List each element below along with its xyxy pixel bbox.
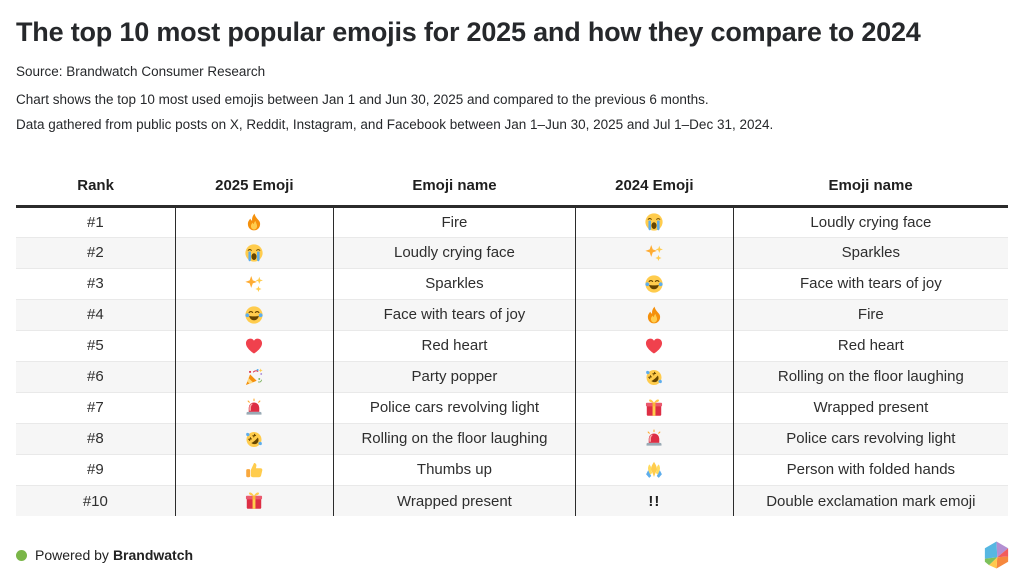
emoji-2025-name-cell: Rolling on the floor laughing xyxy=(332,422,576,455)
police-light-icon xyxy=(244,398,264,418)
rank-cell: #4 xyxy=(16,298,176,331)
police-light-icon xyxy=(644,429,664,449)
column-header-rank: Rank xyxy=(16,170,176,208)
table-row: #1 Fire Loudly crying face xyxy=(16,206,1008,238)
rank-cell: #1 xyxy=(87,213,104,231)
emoji-2025-name-cell: Thumbs up xyxy=(332,453,576,486)
double-exclamation-icon: !! xyxy=(648,492,661,510)
face-with-tears-of-joy-icon xyxy=(644,274,664,294)
emoji-2024-cell xyxy=(574,298,734,331)
emoji-2024-cell xyxy=(574,453,734,486)
sparkles-icon xyxy=(244,274,264,294)
emoji-2024-cell: !! xyxy=(574,484,734,517)
emoji-2025-cell xyxy=(174,267,334,300)
rolling-on-the-floor-laughing-icon xyxy=(644,367,664,387)
thumbs-up-icon xyxy=(244,460,264,480)
rank-cell: #9 xyxy=(16,453,176,486)
page-title: The top 10 most popular emojis for 2025 … xyxy=(16,17,921,47)
loudly-crying-face-icon xyxy=(244,243,264,263)
emoji-2025-name-cell: Wrapped present xyxy=(332,484,576,517)
column-header-2024-emoji: 2024 Emoji xyxy=(575,170,734,208)
face-with-tears-of-joy-icon xyxy=(244,305,264,325)
emoji-2025-name-cell: Sparkles xyxy=(332,267,576,300)
emoji-ranking-table: Rank 2025 Emoji Emoji name 2024 Emoji Em… xyxy=(16,170,1008,517)
emoji-2025-name-cell: Loudly crying face xyxy=(332,236,576,269)
footer: Powered by Brandwatch xyxy=(16,540,1010,570)
emoji-2025-name-cell: Police cars revolving light xyxy=(332,391,576,424)
emoji-2024-name-cell: Sparkles xyxy=(732,236,1008,269)
emoji-2025-cell xyxy=(174,422,334,455)
party-popper-icon xyxy=(244,367,264,387)
emoji-2024-name-cell: Red heart xyxy=(732,329,1008,362)
emoji-2024-name-cell: Double exclamation mark emoji xyxy=(732,484,1008,517)
table-row: #9 Thumbs up Person with folded hands xyxy=(16,453,1008,486)
emoji-2024-cell xyxy=(574,236,734,269)
loudly-crying-face-icon xyxy=(644,212,664,232)
emoji-table-body: #1 Fire Loudly crying face #2 Loudly crying … xyxy=(16,206,1008,517)
red-heart-icon xyxy=(244,336,264,356)
table-row: #6 Party popper Rolling on the floor laugh… xyxy=(16,360,1008,393)
emoji-2024-name-cell: Face with tears of joy xyxy=(732,267,1008,300)
emoji-2025-cell xyxy=(174,298,334,331)
powered-by-label: Powered by xyxy=(35,547,109,563)
emoji-2025-cell xyxy=(174,453,334,486)
emoji-2024-name-cell: Person with folded hands xyxy=(732,453,1008,486)
column-header-2025-emoji: 2025 Emoji xyxy=(175,170,334,208)
table-row: #3 Sparkles Face with tears of joy xyxy=(16,267,1008,300)
table-row: #4 Face with tears of joy Fire xyxy=(16,298,1008,331)
rank-cell: #3 xyxy=(16,267,176,300)
table-row: #5 Red heart Red heart xyxy=(16,329,1008,362)
emoji-2025-cell xyxy=(174,484,334,517)
rank-cell: #2 xyxy=(16,236,176,269)
emoji-2025-name-cell: Party popper xyxy=(332,360,576,393)
emoji-2024-cell xyxy=(574,422,734,455)
emoji-2024-name-cell: Wrapped present xyxy=(732,391,1008,424)
emoji-2024-cell xyxy=(574,360,734,393)
sparkles-icon xyxy=(644,243,664,263)
emoji-2024-name-cell: Loudly crying face xyxy=(732,206,1008,238)
description-line-2: Data gathered from public posts on X, Re… xyxy=(16,117,774,133)
rank-cell: #7 xyxy=(16,391,176,424)
emoji-2025-name-cell: Face with tears of joy xyxy=(332,298,576,331)
rank-cell: #8 xyxy=(16,422,176,455)
rank-cell: #6 xyxy=(16,360,176,393)
emoji-2025-name-cell: Fire xyxy=(332,206,576,238)
table-row: #8 Rolling on the floor laughing Police ca… xyxy=(16,422,1008,455)
emoji-2025-cell xyxy=(174,329,334,362)
emoji-2025-cell xyxy=(174,236,334,269)
column-header-emoji-name-2025: Emoji name xyxy=(333,170,576,208)
rolling-on-the-floor-laughing-icon xyxy=(244,429,264,449)
table-row: #10 Wrapped present!! Double exclamation m… xyxy=(16,484,1008,517)
emoji-2025-name-cell: Red heart xyxy=(332,329,576,362)
source-line: Source: Brandwatch Consumer Research xyxy=(16,64,266,80)
column-header-emoji-name-2024: Emoji name xyxy=(733,170,1008,208)
brandwatch-dot-icon xyxy=(16,549,27,561)
rank-cell: #5 xyxy=(16,329,176,362)
red-heart-icon xyxy=(644,336,664,356)
table-header-row: Rank 2025 Emoji Emoji name 2024 Emoji Em… xyxy=(16,170,1008,208)
infogram-logo-icon[interactable] xyxy=(983,540,1010,570)
emoji-2025-cell xyxy=(174,206,334,238)
wrapped-present-icon xyxy=(644,398,664,418)
emoji-2024-cell xyxy=(574,391,734,424)
emoji-2024-name-cell: Police cars revolving light xyxy=(732,422,1008,455)
emoji-2025-cell xyxy=(174,391,334,424)
wrapped-present-icon xyxy=(244,491,264,511)
emoji-2024-cell xyxy=(574,206,734,238)
fire-icon xyxy=(244,212,264,232)
rank-cell: #10 xyxy=(16,484,176,517)
folded-hands-icon xyxy=(644,460,664,480)
emoji-2024-cell xyxy=(574,329,734,362)
emoji-2024-name-cell: Rolling on the floor laughing xyxy=(732,360,1008,393)
emoji-2025-cell xyxy=(174,360,334,393)
table-row: #2 Loudly crying face Sparkles xyxy=(16,236,1008,269)
emoji-2024-cell xyxy=(574,267,734,300)
emoji-2024-name-cell: Fire xyxy=(732,298,1008,331)
fire-icon xyxy=(644,305,664,325)
brandwatch-link[interactable]: Brandwatch xyxy=(112,547,194,563)
table-row: #7 Police cars revolving light Wrapped pre… xyxy=(16,391,1008,424)
description-line-1: Chart shows the top 10 most used emojis … xyxy=(16,91,709,107)
